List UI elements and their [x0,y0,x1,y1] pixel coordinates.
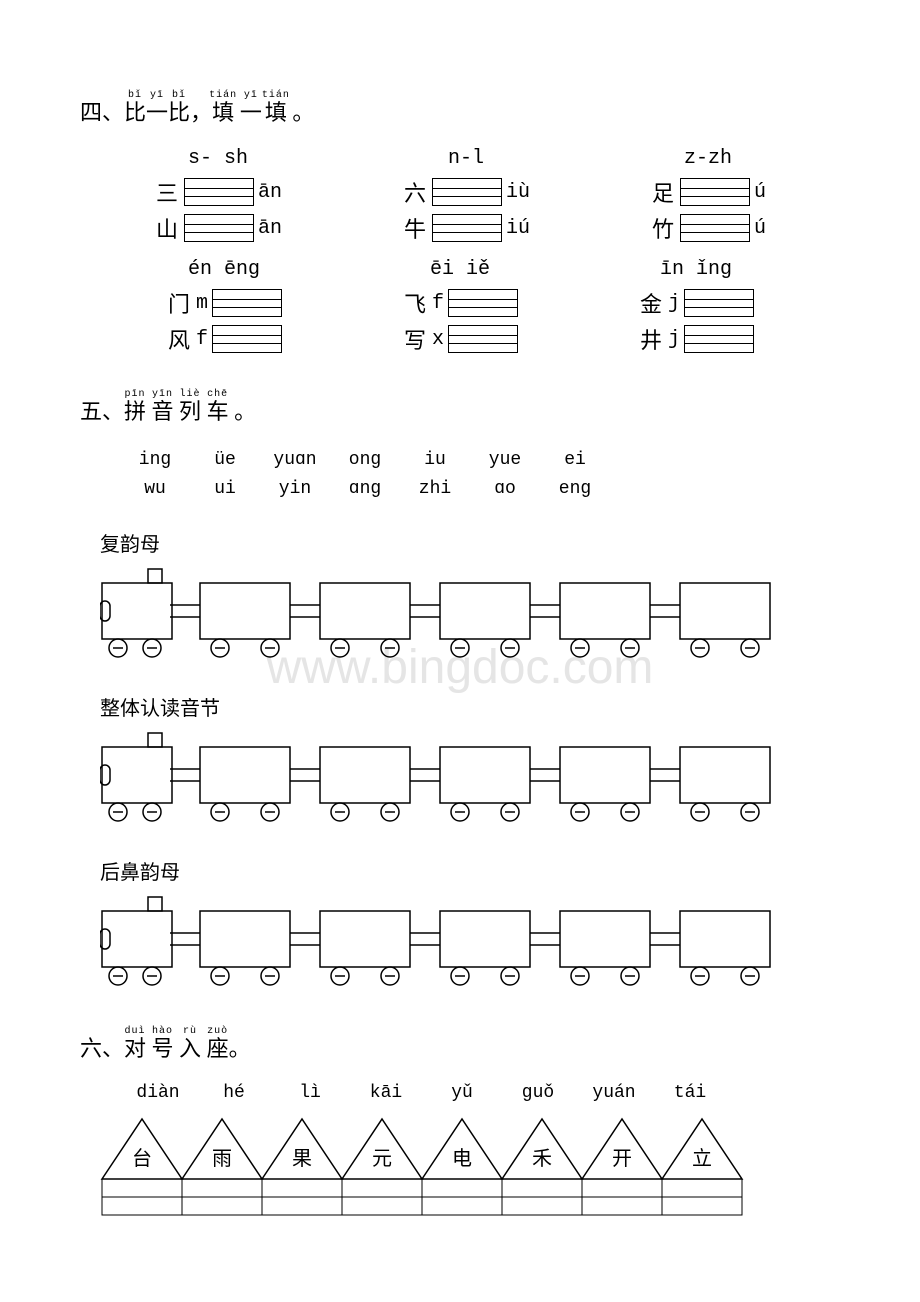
section4-top-row: s- sh 三 ān 山 ān n-l 六 iù 牛 iú z-zh 足 ú 竹 ú [80,147,840,248]
section6-pinyin-row: diànhélìkāiyǔguǒyuántái [120,1083,840,1103]
pinyin-suffix: iù [506,181,530,204]
cn-char: 风 [166,323,192,355]
pinyin-suffix: ān [258,181,282,204]
svg-text:禾: 禾 [532,1147,552,1170]
svg-text:开: 开 [612,1148,632,1170]
four-line-box[interactable] [432,178,502,206]
pinyin-prefix: j [668,292,680,315]
train-svg [100,563,800,663]
cn-char: 井 [638,323,664,355]
cn-char: 牛 [402,212,428,244]
four-line-box[interactable] [448,325,518,353]
cn-char: 三 [154,176,180,208]
svg-text:电: 电 [452,1147,472,1170]
section4-group: én ēng 门m 风f [166,258,282,359]
four-line-box[interactable] [212,325,282,353]
bank-row: wuuiyinɑngzhiɑoeng [120,475,840,504]
four-line-box[interactable] [680,214,750,242]
four-line-box[interactable] [184,178,254,206]
pinyin-prefix: x [432,328,444,351]
pinyin-suffix: iú [506,217,530,240]
four-line-box[interactable] [432,214,502,242]
svg-text:台: 台 [132,1147,152,1170]
train [100,891,840,996]
svg-text:立: 立 [692,1147,712,1170]
pinyin-bank: ingüeyuɑnongiuyueei wuuiyinɑngzhiɑoeng [120,446,840,504]
section4-group: ēi iě 飞f 写x [402,258,518,359]
train [100,727,840,832]
pinyin-suffix: ú [754,181,766,204]
cn-char: 山 [154,212,180,244]
group-header: ēi iě [402,258,518,281]
four-line-box[interactable] [684,289,754,317]
pinyin-prefix: f [432,292,444,315]
group-header: s- sh [154,147,282,170]
group-header: z-zh [650,147,766,170]
section4-group: s- sh 三 ān 山 ān [154,147,282,248]
svg-text:元: 元 [372,1148,392,1170]
section4-group: z-zh 足 ú 竹 ú [650,147,766,248]
pinyin-prefix: m [196,292,208,315]
group-header: n-l [402,147,530,170]
cn-char: 六 [402,176,428,208]
four-line-box[interactable] [448,289,518,317]
train-svg [100,727,800,827]
train-label: 复韵母 [100,528,840,557]
section6-title: 六、对duì 号hào 入rù 座zuò。 [80,1026,840,1063]
section4-group: īn ǐng 金j 井j [638,258,754,359]
cn-char: 飞 [402,287,428,319]
cn-char: 金 [638,287,664,319]
svg-text:果: 果 [292,1148,312,1170]
pinyin-suffix: ān [258,217,282,240]
pinyin-prefix: f [196,328,208,351]
cn-char: 竹 [650,212,676,244]
section4-group: n-l 六 iù 牛 iú [402,147,530,248]
pinyin-suffix: ú [754,217,766,240]
group-header: īn ǐng [638,258,754,281]
cn-char: 门 [166,287,192,319]
section4-bottom-row: én ēng 门m 风f ēi iě 飞f 写x īn ǐng 金j 井j [80,258,840,359]
four-line-box[interactable] [212,289,282,317]
svg-text:雨: 雨 [212,1148,232,1170]
four-line-box[interactable] [184,214,254,242]
trains-container: 复韵母整体认读音节后鼻韵母 [80,528,840,996]
triangle-table: 台雨果元电禾开立 [100,1117,840,1222]
four-line-box[interactable] [684,325,754,353]
section5-title: 五、拼pīn 音yīn 列liè 车chē 。 [80,389,840,426]
train-label: 后鼻韵母 [100,856,840,885]
cn-char: 写 [402,323,428,355]
section4-title: 四、比bǐ一yī比bǐ，填tián 一yī填tián 。 [80,90,840,127]
four-line-box[interactable] [680,178,750,206]
bank-row: ingüeyuɑnongiuyueei [120,446,840,475]
train-svg [100,891,800,991]
group-header: én ēng [166,258,282,281]
cn-char: 足 [650,176,676,208]
pinyin-prefix: j [668,328,680,351]
train-label: 整体认读音节 [100,692,840,721]
triangle-svg: 台雨果元电禾开立 [100,1117,744,1217]
train [100,563,840,668]
